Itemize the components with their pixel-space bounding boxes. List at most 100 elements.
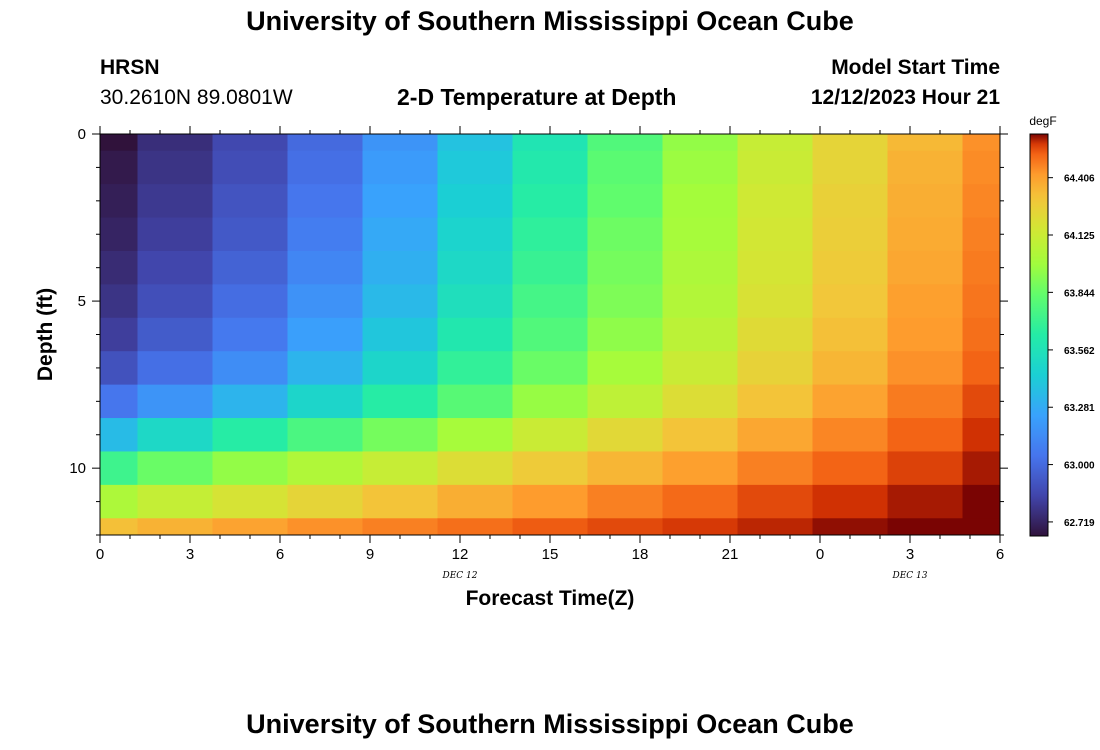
station-name: HRSN [100,56,160,79]
model-start-value: 12/12/2023 Hour 21 [810,86,1000,109]
heatmap-cell [287,451,363,486]
x-tick-label: 12 [452,546,469,563]
heatmap-cell [737,284,813,319]
heatmap-cell [737,217,813,252]
date-label: DEC 12 [442,571,478,581]
heatmap-cell [587,184,663,219]
heatmap-cell [962,451,1001,486]
heatmap-cell [100,150,138,185]
heatmap-cell [737,384,813,419]
heatmap-cell [212,150,288,185]
heatmap-cell [362,451,438,486]
heatmap-cell [100,134,138,152]
heatmap-cell [812,134,888,152]
heatmap-cell [812,451,888,486]
y-axis-label: Depth (ft) [34,288,57,381]
heatmap-cell [887,418,963,452]
heatmap-cell [137,150,213,185]
heatmap-cell [962,217,1001,252]
heatmap-cell [887,484,963,519]
heatmap-cell [437,518,513,536]
heatmap-cell [437,217,513,252]
heatmap-cell [512,451,588,486]
heatmap-cell [962,250,1001,285]
heatmap-cell [962,150,1001,185]
heatmap-cell [362,418,438,452]
heatmap-cell [437,351,513,386]
heatmap-cell [362,284,438,319]
heatmap-cell [287,217,363,252]
heatmap-cell [212,317,288,352]
x-tick-label: 15 [542,546,559,563]
y-tick-label: 10 [69,460,86,477]
heatmap-cell [587,150,663,185]
heatmap-cell [437,484,513,519]
heatmap-cell [662,518,738,536]
heatmap-cell [437,184,513,219]
heatmap-cell [962,351,1001,386]
heatmap-cell [212,217,288,252]
heatmap-cell [362,250,438,285]
heatmap-cell [812,384,888,419]
heatmap-cell [587,134,663,152]
heatmap-cell [100,451,138,486]
heatmap-cell [512,384,588,419]
chart-subtitle: 2-D Temperature at Depth [397,84,677,110]
heatmap-cell [662,284,738,319]
x-tick-label: 3 [186,546,194,563]
heatmap-cell [662,217,738,252]
heatmap-cell [662,250,738,285]
heatmap-cell [887,518,963,536]
heatmap-cell [962,484,1001,519]
heatmap-cell [887,284,963,319]
heatmap-cell [587,418,663,452]
heatmap-cell [812,518,888,536]
heatmap-cell [887,184,963,219]
heatmap-cell [287,317,363,352]
heatmap-cell [137,351,213,386]
heatmap-cell [662,418,738,452]
heatmap-cell [362,351,438,386]
chart-title: University of Southern Mississippi Ocean… [246,6,854,36]
heatmap-cell [887,384,963,419]
heatmap-cell [362,484,438,519]
x-tick-label: 6 [996,546,1004,563]
heatmap-cell [287,351,363,386]
colorbar: degF 62.719 63.000 63.281 63.562 63.844 64.125… [1029,114,1095,537]
heatmap-cell [212,384,288,419]
heatmap-cell [362,184,438,219]
heatmap-cell [137,284,213,319]
colorbar-scale [1029,133,1049,537]
heatmap-cell [212,484,288,519]
y-tick-label: 5 [78,293,86,310]
heatmap-cell [512,184,588,219]
heatmap-cell [587,217,663,252]
heatmap-cell [437,134,513,152]
heatmap-cell [587,451,663,486]
heatmap-cell [287,134,363,152]
heatmap-cell [512,150,588,185]
heatmap-cell [137,418,213,452]
heatmap-cell [737,317,813,352]
colorbar-tick-label: 63.562 [1064,346,1095,357]
heatmap-cells [100,134,1001,536]
heatmap-cell [512,484,588,519]
heatmap-cell [737,484,813,519]
heatmap-cell [737,150,813,185]
heatmap-cell [137,518,213,536]
heatmap-cell [812,184,888,219]
heatmap-cell [100,418,138,452]
heatmap-cell [962,184,1001,219]
colorbar-unit: degF [1029,114,1056,128]
heatmap-cell [662,150,738,185]
heatmap-cell [512,317,588,352]
heatmap-cell [287,484,363,519]
heatmap-cell [100,518,138,536]
heatmap-cell [100,184,138,219]
heatmap-cell [962,518,1001,536]
heatmap-cell [662,134,738,152]
heatmap-cell [737,518,813,536]
x-tick-label: 3 [906,546,914,563]
heatmap-cell [662,351,738,386]
heatmap-cell [100,317,138,352]
